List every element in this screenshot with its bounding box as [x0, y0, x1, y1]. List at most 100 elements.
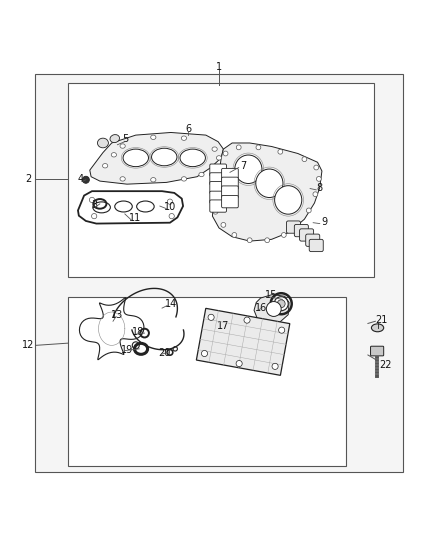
Ellipse shape: [235, 155, 262, 183]
Ellipse shape: [223, 151, 228, 156]
Text: 3: 3: [91, 200, 97, 210]
Text: 15: 15: [265, 290, 277, 300]
Ellipse shape: [213, 209, 218, 214]
Ellipse shape: [371, 324, 384, 332]
Polygon shape: [196, 308, 290, 375]
Text: 4: 4: [77, 174, 83, 184]
Ellipse shape: [275, 185, 302, 214]
Ellipse shape: [137, 201, 154, 212]
Ellipse shape: [181, 136, 187, 140]
Ellipse shape: [277, 300, 285, 308]
Ellipse shape: [216, 156, 222, 160]
Ellipse shape: [316, 176, 321, 181]
Text: 19: 19: [121, 345, 133, 355]
Text: 12: 12: [22, 341, 35, 350]
Text: 20: 20: [158, 348, 170, 358]
Bar: [35, 74, 403, 472]
Ellipse shape: [89, 197, 95, 203]
Ellipse shape: [123, 149, 148, 167]
Circle shape: [279, 327, 285, 333]
FancyBboxPatch shape: [286, 221, 300, 233]
Circle shape: [236, 360, 242, 367]
Ellipse shape: [115, 201, 132, 212]
Ellipse shape: [265, 238, 269, 243]
FancyBboxPatch shape: [222, 196, 238, 208]
FancyBboxPatch shape: [210, 164, 226, 176]
Text: 17: 17: [217, 321, 230, 330]
Ellipse shape: [313, 192, 318, 197]
Ellipse shape: [266, 302, 281, 317]
FancyBboxPatch shape: [294, 224, 308, 237]
FancyBboxPatch shape: [222, 186, 238, 198]
Ellipse shape: [232, 232, 237, 237]
Ellipse shape: [111, 152, 117, 157]
Ellipse shape: [151, 177, 156, 182]
Text: 18: 18: [132, 327, 144, 337]
Text: 9: 9: [321, 217, 327, 227]
FancyBboxPatch shape: [222, 168, 238, 181]
Text: 2: 2: [25, 174, 32, 184]
Ellipse shape: [169, 214, 174, 219]
FancyBboxPatch shape: [306, 234, 320, 246]
Ellipse shape: [199, 172, 204, 177]
FancyBboxPatch shape: [210, 182, 226, 194]
Ellipse shape: [120, 144, 125, 148]
Ellipse shape: [274, 297, 288, 311]
Ellipse shape: [281, 232, 286, 237]
Ellipse shape: [247, 238, 252, 243]
Ellipse shape: [102, 164, 108, 168]
FancyBboxPatch shape: [210, 191, 226, 204]
Ellipse shape: [152, 148, 177, 166]
Text: 7: 7: [240, 161, 246, 171]
Ellipse shape: [278, 149, 283, 154]
Circle shape: [208, 314, 214, 320]
Text: 14: 14: [165, 298, 177, 309]
Polygon shape: [212, 143, 322, 241]
Ellipse shape: [215, 179, 219, 183]
Text: 10: 10: [164, 202, 176, 212]
Ellipse shape: [120, 177, 125, 181]
Ellipse shape: [167, 199, 173, 204]
FancyBboxPatch shape: [210, 173, 226, 185]
Text: 5: 5: [122, 134, 128, 144]
Text: 8: 8: [317, 183, 323, 192]
Ellipse shape: [314, 165, 318, 170]
Ellipse shape: [221, 222, 226, 227]
Circle shape: [272, 364, 278, 369]
Text: 16: 16: [254, 303, 267, 313]
Text: 6: 6: [185, 124, 191, 134]
Ellipse shape: [181, 177, 187, 181]
Polygon shape: [78, 191, 183, 223]
Bar: [68, 83, 374, 278]
Ellipse shape: [302, 157, 307, 161]
Ellipse shape: [237, 145, 241, 150]
FancyBboxPatch shape: [371, 346, 384, 356]
FancyBboxPatch shape: [222, 177, 238, 189]
Text: 13: 13: [111, 310, 124, 320]
Ellipse shape: [151, 135, 156, 140]
Circle shape: [201, 350, 208, 357]
Ellipse shape: [296, 222, 300, 227]
Ellipse shape: [256, 169, 283, 198]
Ellipse shape: [180, 149, 205, 167]
Text: 1: 1: [216, 62, 222, 72]
Ellipse shape: [92, 214, 97, 219]
FancyBboxPatch shape: [210, 200, 226, 212]
FancyBboxPatch shape: [300, 229, 314, 241]
Ellipse shape: [212, 165, 217, 169]
Ellipse shape: [212, 195, 217, 200]
Polygon shape: [254, 295, 289, 324]
Text: 21: 21: [375, 315, 387, 325]
Circle shape: [82, 176, 89, 183]
Ellipse shape: [110, 135, 120, 143]
Ellipse shape: [212, 147, 217, 151]
Circle shape: [244, 317, 250, 323]
Ellipse shape: [306, 208, 311, 213]
Bar: [68, 297, 346, 466]
Polygon shape: [90, 133, 223, 184]
Text: 11: 11: [129, 213, 141, 223]
Ellipse shape: [97, 138, 108, 148]
Ellipse shape: [93, 202, 110, 213]
Text: 22: 22: [379, 360, 392, 370]
FancyBboxPatch shape: [309, 239, 323, 252]
